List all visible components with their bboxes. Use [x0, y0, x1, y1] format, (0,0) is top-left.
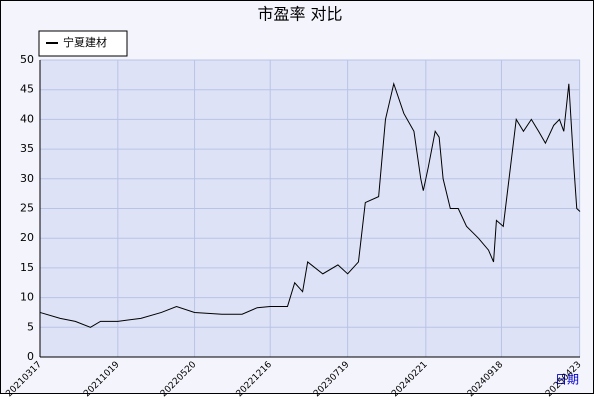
- legend-label: 宁夏建材: [63, 35, 107, 49]
- y-tick-label: 40: [20, 112, 34, 125]
- y-tick-label: 25: [20, 202, 34, 215]
- y-tick-label: 45: [20, 83, 34, 96]
- y-tick-label: 35: [20, 142, 34, 155]
- y-tick-label: 10: [20, 291, 34, 304]
- y-tick-label: 50: [20, 53, 34, 66]
- chart-title: 市盈率 对比: [257, 5, 342, 24]
- y-tick-label: 5: [27, 320, 34, 333]
- line: [39, 81, 581, 328]
- x-axis-label: 日期: [555, 373, 579, 387]
- y-tick-label: 15: [20, 261, 34, 274]
- y-tick-label: 0: [27, 350, 34, 363]
- y-tick-label: 20: [20, 231, 34, 244]
- y-tick-label: 30: [20, 172, 34, 185]
